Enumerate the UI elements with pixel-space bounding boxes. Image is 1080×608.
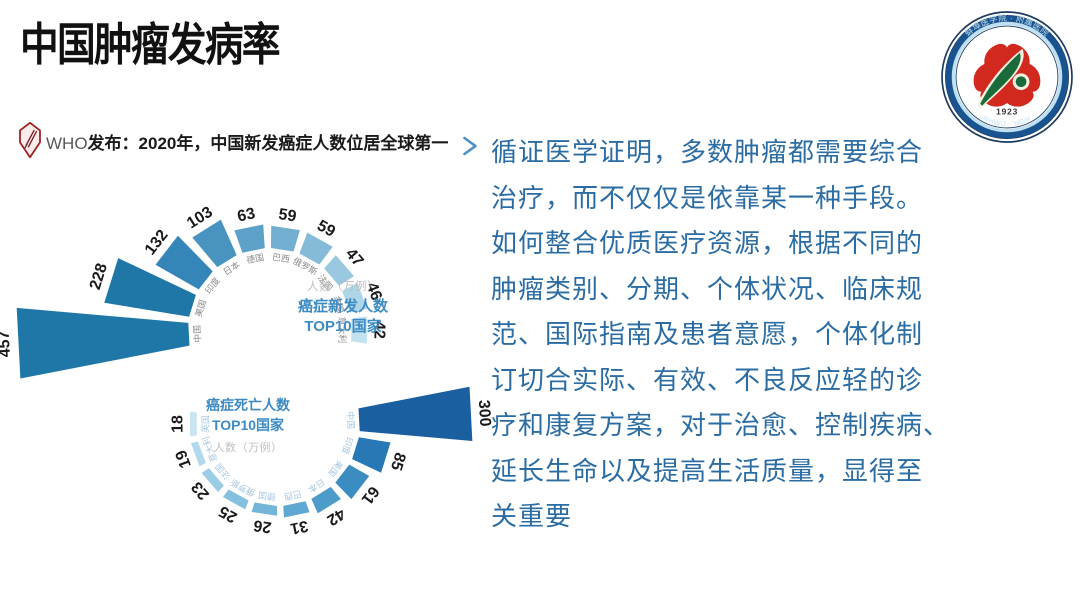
svg-text:85: 85 bbox=[387, 450, 409, 472]
svg-text:癌症新发人数: 癌症新发人数 bbox=[298, 297, 389, 315]
svg-text:23: 23 bbox=[188, 478, 213, 503]
svg-text:TOP10国家: TOP10国家 bbox=[304, 317, 381, 335]
svg-text:人数（万例）: 人数（万例） bbox=[307, 279, 379, 293]
svg-text:19: 19 bbox=[173, 447, 195, 470]
svg-text:德国: 德国 bbox=[245, 251, 265, 265]
svg-text:巴西: 巴西 bbox=[271, 252, 290, 265]
svg-text:42: 42 bbox=[324, 505, 348, 529]
svg-text:31: 31 bbox=[289, 517, 310, 537]
svg-text:巴西: 巴西 bbox=[283, 488, 302, 501]
svg-text:18: 18 bbox=[169, 415, 186, 433]
svg-text:TOP10国家: TOP10国家 bbox=[212, 417, 285, 433]
svg-text:228: 228 bbox=[87, 261, 111, 292]
svg-text:61: 61 bbox=[358, 483, 382, 508]
svg-text:59: 59 bbox=[277, 206, 297, 226]
svg-text:59: 59 bbox=[314, 217, 338, 241]
svg-text:25: 25 bbox=[216, 502, 240, 526]
svg-text:印度: 印度 bbox=[340, 436, 356, 456]
svg-text:美国: 美国 bbox=[192, 298, 208, 318]
svg-text:中国: 中国 bbox=[191, 325, 203, 343]
svg-text:457: 457 bbox=[0, 330, 14, 358]
svg-text:人数（万例）: 人数（万例） bbox=[214, 440, 283, 454]
svg-text:英国: 英国 bbox=[199, 415, 210, 433]
svg-text:德国: 德国 bbox=[257, 490, 276, 504]
svg-text:中国: 中国 bbox=[345, 411, 357, 429]
svg-text:26: 26 bbox=[252, 516, 272, 536]
svg-text:300: 300 bbox=[475, 399, 493, 427]
svg-text:47: 47 bbox=[342, 245, 367, 270]
svg-text:63: 63 bbox=[236, 205, 257, 225]
svg-text:癌症死亡人数: 癌症死亡人数 bbox=[206, 397, 291, 413]
